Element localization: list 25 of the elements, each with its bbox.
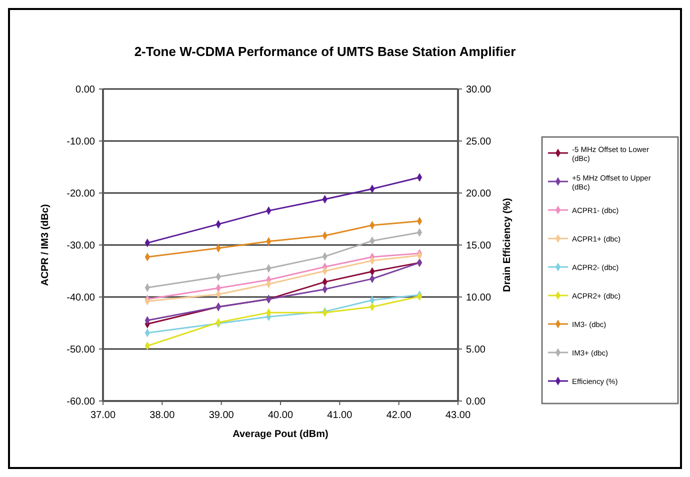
- x-tick-label: 37.00: [90, 410, 116, 421]
- y-tick-label: -20.00: [66, 188, 96, 200]
- y2-tick-label: 10.00: [466, 292, 492, 304]
- x-tick-label: 38.00: [150, 410, 176, 421]
- x-tick-label: 40.00: [268, 410, 294, 421]
- y-tick-label: -10.00: [66, 136, 96, 148]
- x-tick-label: 42.00: [386, 410, 412, 421]
- y2-axis-title: Drain Efficiency (%): [502, 198, 513, 292]
- y-tick-label: 0.00: [76, 84, 96, 96]
- chart-title: 2-Tone W-CDMA Performance of UMTS Base Station Amplifier: [134, 44, 516, 59]
- y2-tick-label: 5.00: [466, 344, 486, 356]
- y2-tick-label: 30.00: [466, 84, 492, 96]
- y-tick-label: -60.00: [66, 396, 96, 408]
- x-tick-label: 43.00: [445, 410, 471, 421]
- y2-tick-label: 15.00: [466, 240, 492, 252]
- y-tick-label: -30.00: [66, 240, 96, 252]
- y-tick-label: -50.00: [66, 344, 96, 356]
- x-tick-label: 39.00: [208, 410, 234, 421]
- y-tick-label: -40.00: [66, 292, 96, 304]
- x-axis-title: Average Pout (dBm): [232, 429, 328, 440]
- y2-tick-label: 0.00: [466, 396, 486, 408]
- x-tick-label: 41.00: [327, 410, 353, 421]
- y-axis-title: ACPR / IM3 (dBc): [40, 204, 51, 286]
- y2-tick-label: 20.00: [466, 188, 492, 200]
- y2-tick-label: 25.00: [466, 136, 492, 148]
